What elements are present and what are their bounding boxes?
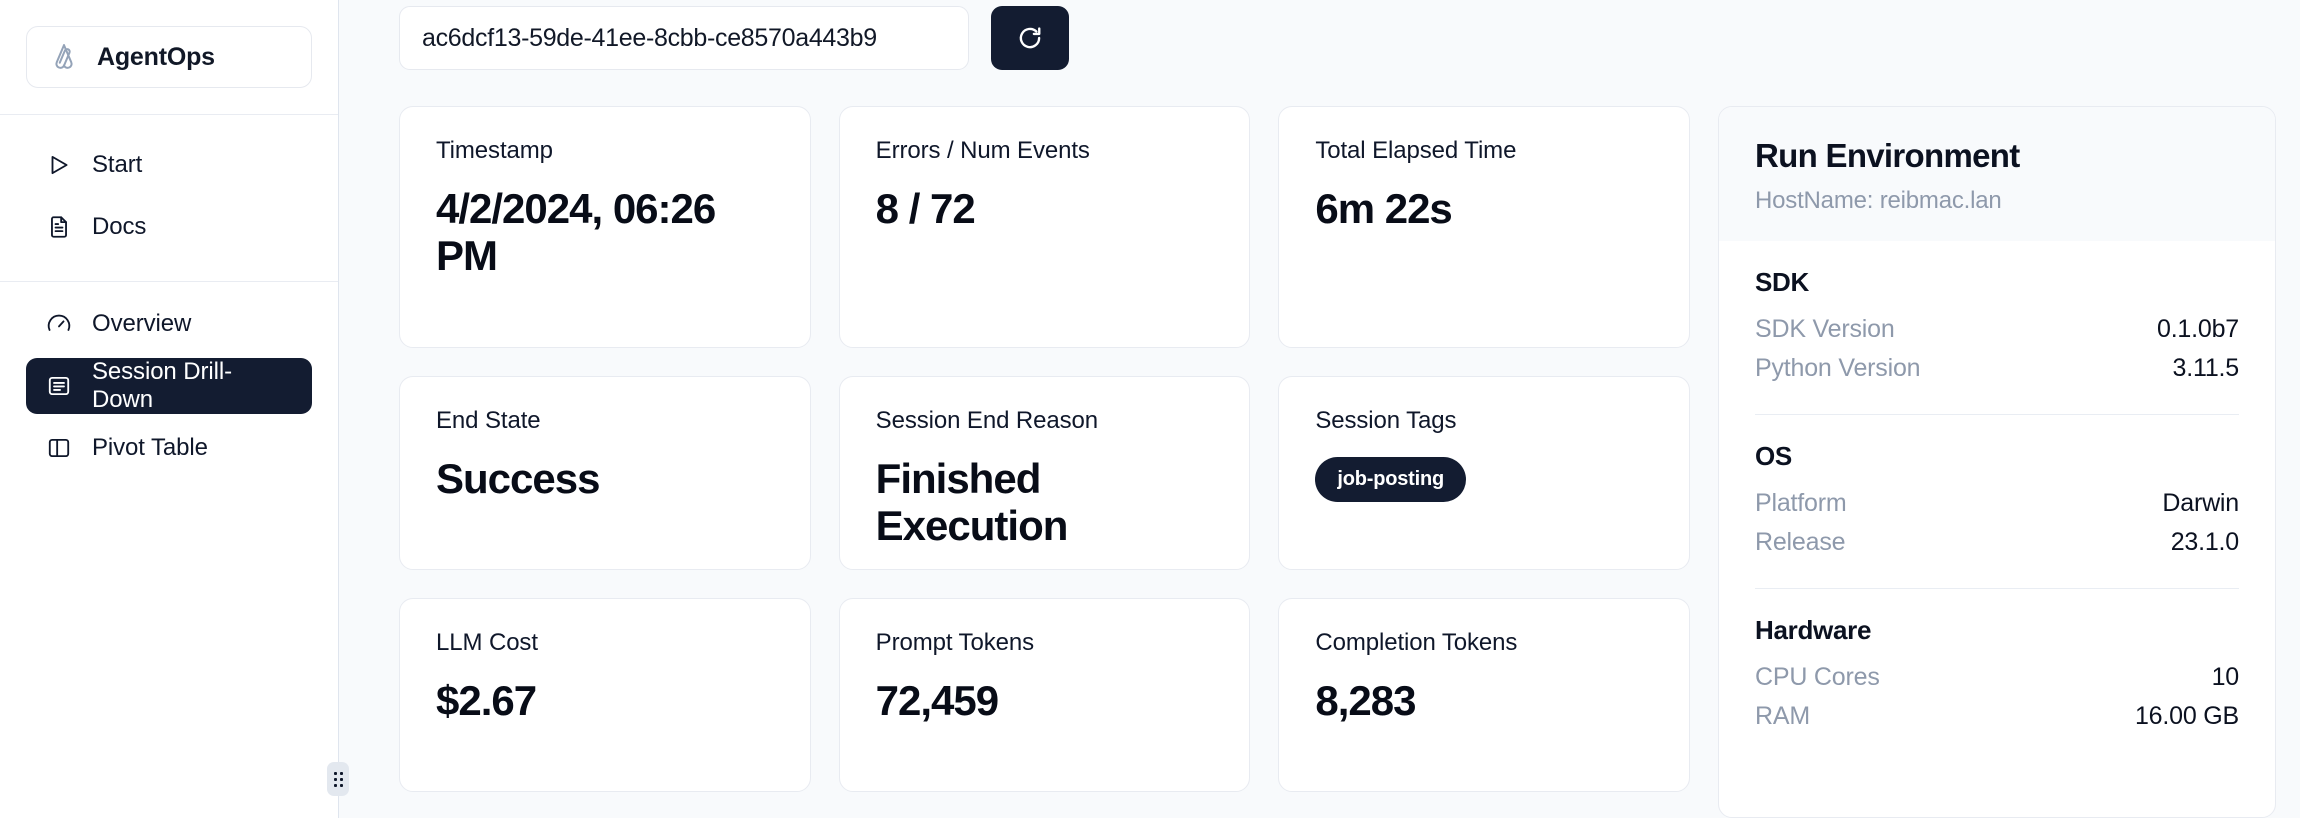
card-completion-tokens: Completion Tokens 8,283 [1278,598,1691,792]
env-value: 16.00 GB [2134,702,2239,730]
sidebar: AgentOps Start Docs [0,0,349,818]
sidebar-border [338,0,339,818]
env-key: SDK Version [1755,315,1895,343]
env-row: Platform Darwin [1755,484,2239,523]
page-title: Run Environment [1755,137,2020,174]
sidebar-item-label-session-drill-down: Session Drill-Down [92,358,232,413]
sidebar-item-label-docs: Docs [92,213,147,240]
sidebar-item-pivot-table[interactable]: Pivot Table [26,420,312,476]
brand-name: AgentOps [97,42,215,71]
card-session-tags: Session Tags job-posting [1278,376,1691,570]
env-section-hardware: Hardware CPU Cores 10 RAM 16.00 GB [1755,588,2239,736]
card-label: Session End Reason [875,407,1099,434]
card-value: 72,459 [875,677,999,724]
refresh-button[interactable] [991,6,1069,70]
metric-row-3: LLM Cost $2.67 Prompt Tokens 72,459 Comp… [399,598,1691,792]
paperclip-logo-icon [55,44,73,69]
card-label: Prompt Tokens [875,629,1035,656]
card-label: Errors / Num Events [875,137,1090,164]
sidebar-item-label-pivot-table: Pivot Table [92,434,208,461]
env-value: 23.1.0 [2170,528,2240,556]
document-icon [51,216,67,238]
env-value: 0.1.0b7 [2156,315,2239,343]
status-badge[interactable]: job-posting [1315,457,1467,502]
run-environment-panel: Run Environment HostName: reibmac.lan SD… [1718,106,2276,818]
card-label: Timestamp [436,137,553,164]
env-section-title: Hardware [1755,615,1872,645]
card-value: Success [436,455,600,502]
env-row: Release 23.1.0 [1755,523,2239,562]
env-section-sdk: SDK SDK Version 0.1.0b7 Python Version 3… [1755,241,2239,388]
card-value: 4/2/2024, 06:26 PM [436,185,716,280]
card-value: 8,283 [1315,677,1416,724]
card-total-elapsed-time: Total Elapsed Time 6m 22s [1278,106,1691,348]
sidebar-divider-mid [0,281,338,282]
env-value: 3.11.5 [2172,354,2240,382]
env-section-title: SDK [1755,267,1809,297]
sidebar-divider-top [0,114,338,115]
session-id-input[interactable] [399,6,969,70]
sidebar-item-label-overview: Overview [92,310,192,337]
card-label: Session Tags [1315,407,1457,434]
topbar [399,0,2276,70]
card-value: 6m 22s [1315,185,1452,232]
sidebar-resize-handle[interactable] [327,762,349,796]
env-row: Python Version 3.11.5 [1755,349,2239,388]
env-key: CPU Cores [1755,663,1880,691]
card-value: Finished Execution [875,455,1069,550]
sidebar-spacer [26,282,312,296]
card-value: $2.67 [436,677,537,724]
brand-logo-button[interactable]: AgentOps [26,26,312,88]
hostname-label: HostName: reibmac.lan [1755,187,2002,214]
card-errors-num-events: Errors / Num Events 8 / 72 [838,106,1251,348]
card-prompt-tokens: Prompt Tokens 72,459 [838,598,1251,792]
card-end-state: End State Success [399,376,811,570]
env-key: Platform [1755,489,1847,517]
env-key: Release [1755,528,1846,556]
run-environment-header: Run Environment HostName: reibmac.lan [1719,107,2275,241]
env-section-title: OS [1755,441,1792,471]
metric-cards: Timestamp 4/2/2024, 06:26 PM Errors / Nu… [399,106,1691,818]
dashboard-content: Timestamp 4/2/2024, 06:26 PM Errors / Nu… [399,106,2276,818]
card-label: LLM Cost [436,629,538,656]
list-panel-icon [48,376,70,396]
env-section-os: OS Platform Darwin Release 23.1.0 [1755,414,2239,562]
card-label: Total Elapsed Time [1315,137,1517,164]
card-timestamp: Timestamp 4/2/2024, 06:26 PM [399,106,811,348]
env-key: Python Version [1755,354,1921,382]
sidebar-item-label-start: Start [92,151,143,178]
env-row: CPU Cores 10 [1755,658,2239,697]
env-row: RAM 16.00 GB [1755,697,2239,736]
run-environment-body: SDK SDK Version 0.1.0b7 Python Version 3… [1719,241,2275,736]
card-llm-cost: LLM Cost $2.67 [399,598,811,792]
drag-dots-icon [333,771,343,787]
env-key: RAM [1755,702,1810,730]
columns-icon [48,438,70,458]
main-content: Timestamp 4/2/2024, 06:26 PM Errors / Nu… [339,0,2300,818]
metric-row-1: Timestamp 4/2/2024, 06:26 PM Errors / Nu… [399,106,1691,348]
env-row: SDK Version 0.1.0b7 [1755,310,2239,349]
card-label: End State [436,407,541,434]
sidebar-item-start[interactable]: Start [26,137,312,193]
gauge-icon [47,314,71,331]
sidebar-item-session-drill-down[interactable]: Session Drill-Down [26,358,312,414]
env-value: 10 [2211,663,2240,691]
metric-row-2: End State Success Session End Reason Fin… [399,376,1691,570]
env-value: Darwin [2162,489,2239,517]
sidebar-item-overview[interactable]: Overview [26,296,312,352]
play-triangle-icon [51,155,68,175]
sidebar-item-docs[interactable]: Docs [26,199,312,255]
refresh-icon [1019,27,1041,49]
card-value: 8 / 72 [875,185,976,232]
card-session-end-reason: Session End Reason Finished Execution [838,376,1251,570]
card-label: Completion Tokens [1315,629,1518,656]
sidebar-nav: Start Docs Overview [0,115,338,476]
